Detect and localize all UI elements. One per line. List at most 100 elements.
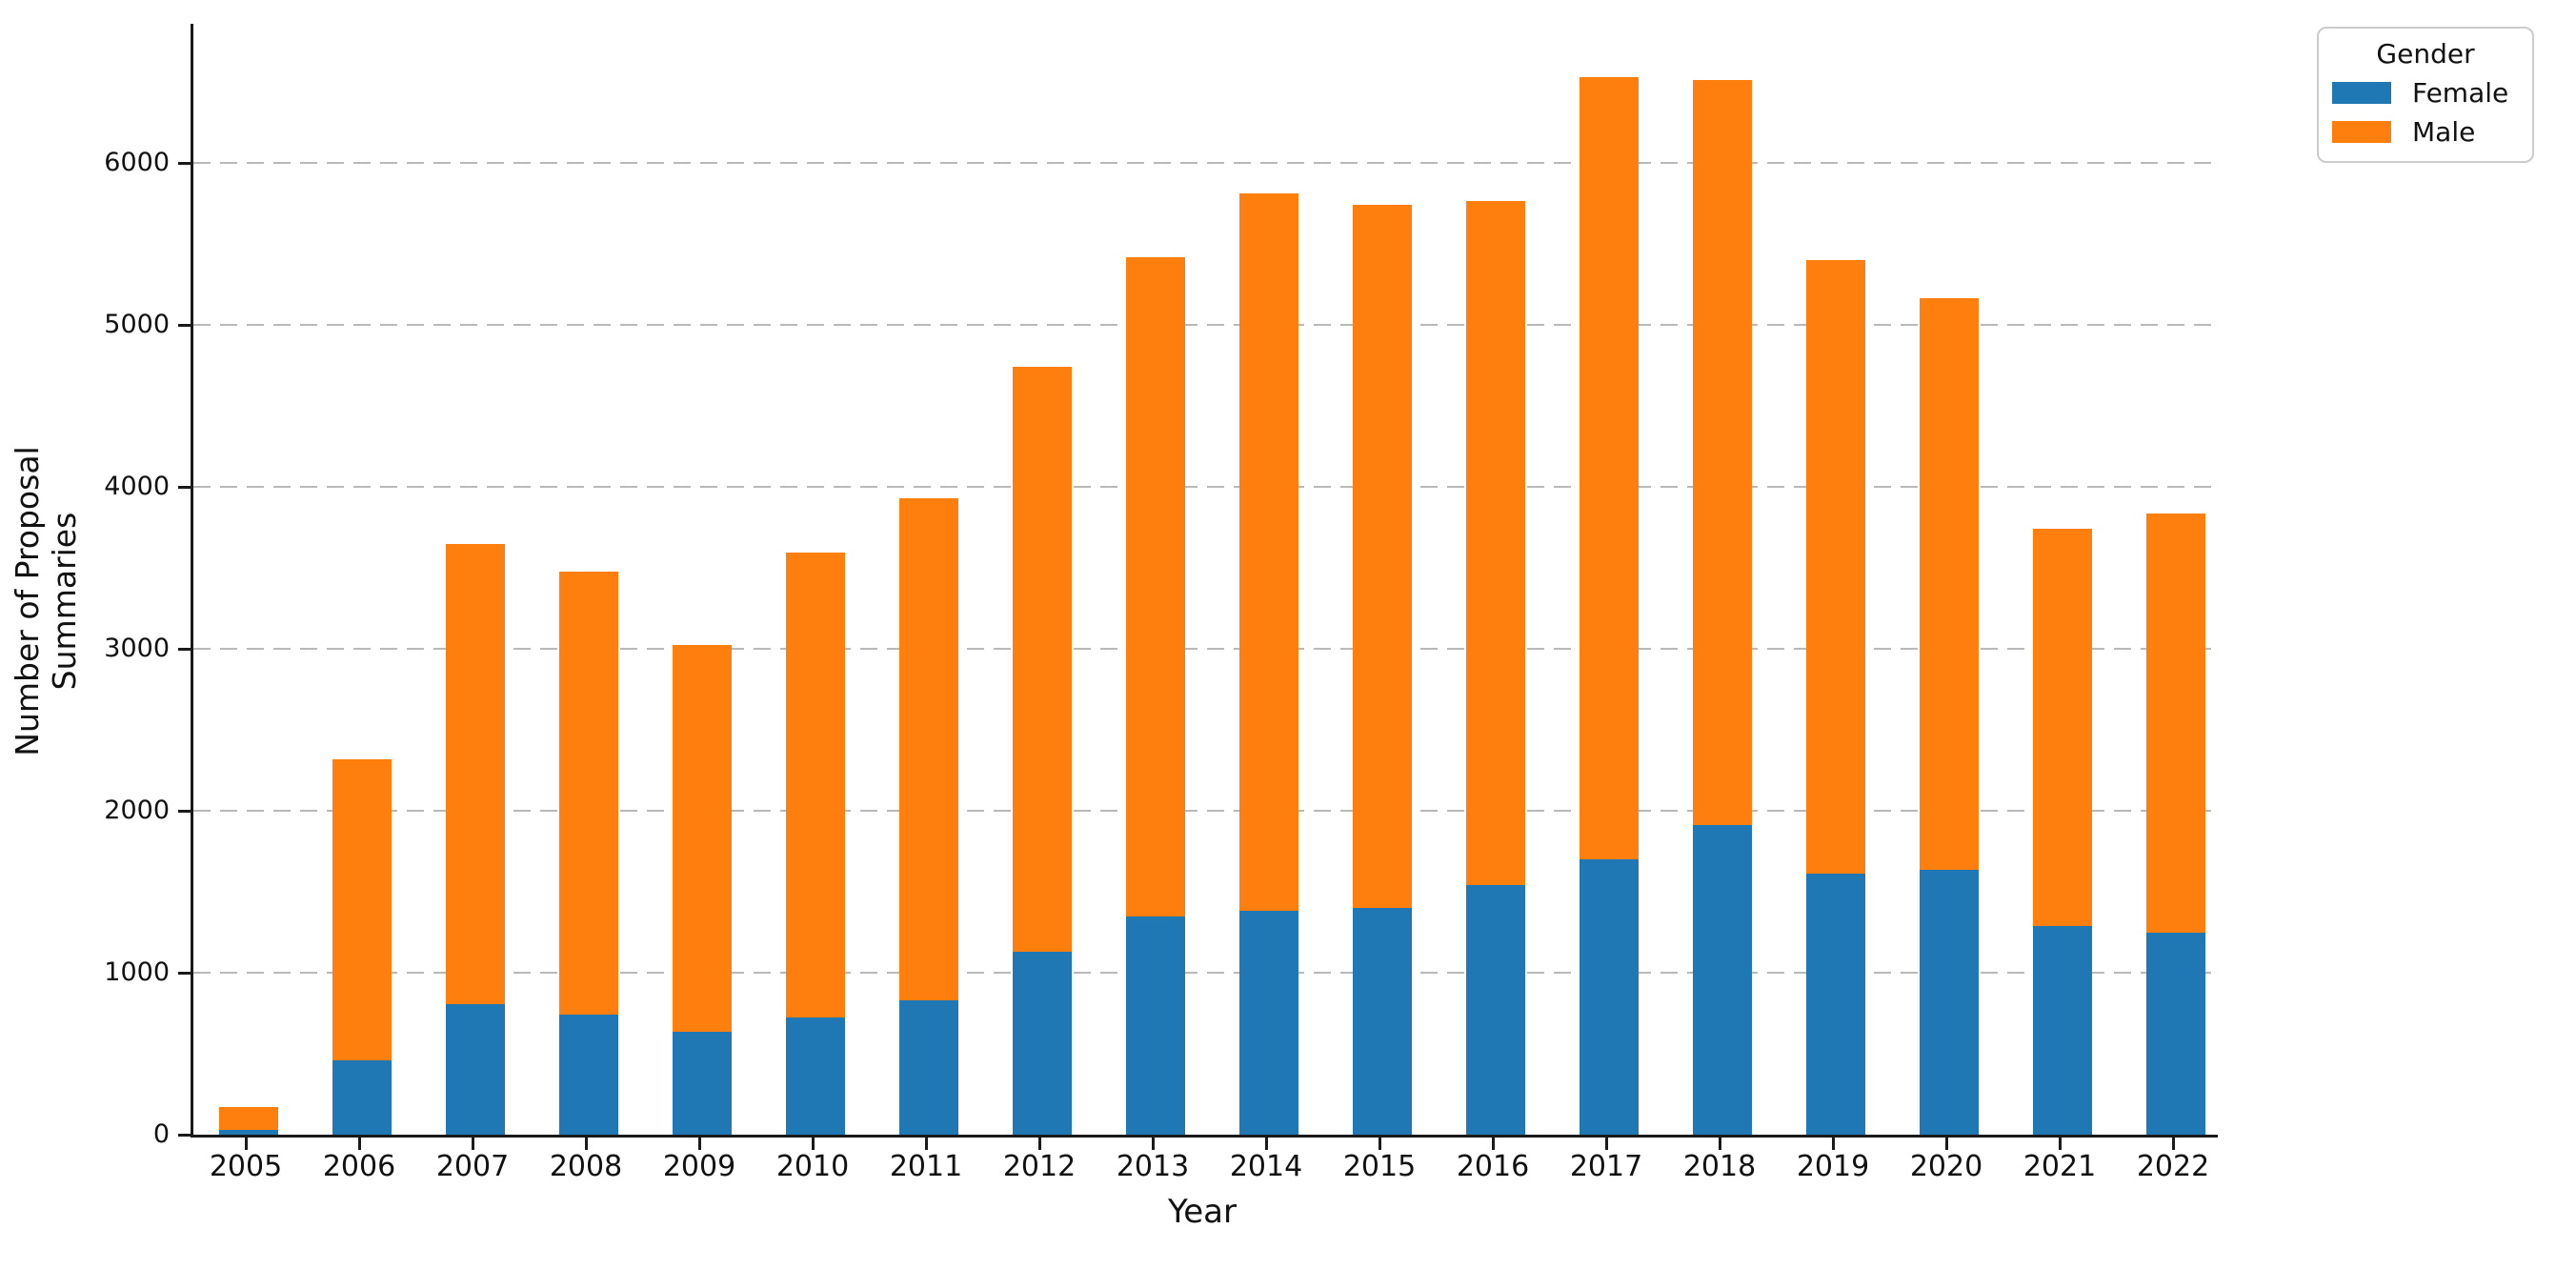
gridline-3000 <box>193 648 2218 651</box>
x-tick-label-2017: 2017 <box>1569 1150 1643 1183</box>
bar-segment-male-2016 <box>1466 201 1525 886</box>
bar-group-2006 <box>332 758 392 1135</box>
bar-segment-female-2012 <box>1013 951 1072 1135</box>
x-tick-label-2010: 2010 <box>775 1150 850 1183</box>
y-tick-label: 3000 <box>104 634 170 664</box>
bar-segment-female-2011 <box>899 999 958 1135</box>
gridline-6000 <box>193 162 2218 165</box>
x-tick-mark <box>358 1138 361 1150</box>
bar-segment-male-2010 <box>786 552 845 1017</box>
bar-segment-female-2019 <box>1806 873 1865 1135</box>
bar-group-2005 <box>219 1107 278 1135</box>
x-tick-label-2016: 2016 <box>1456 1150 1530 1183</box>
gridline-1000 <box>193 972 2218 975</box>
bar-segment-male-2009 <box>673 644 732 1033</box>
gridline-4000 <box>193 486 2218 489</box>
bar-segment-female-2010 <box>786 1017 845 1135</box>
legend-label-female: Female <box>2412 77 2509 109</box>
bar-group-2007 <box>446 543 505 1135</box>
x-tick-label-2007: 2007 <box>435 1150 510 1183</box>
y-tick-label: 5000 <box>104 310 170 340</box>
x-tick-label-2006: 2006 <box>322 1150 396 1183</box>
bar-group-2022 <box>2146 514 2205 1135</box>
x-tick-mark <box>925 1138 928 1150</box>
bar-group-2017 <box>1580 77 1639 1135</box>
gridline-2000 <box>193 810 2218 813</box>
x-tick-label-2013: 2013 <box>1116 1150 1190 1183</box>
bar-group-2016 <box>1466 201 1525 1135</box>
bar-segment-male-2007 <box>446 543 505 1005</box>
bar-group-2020 <box>1920 298 1979 1135</box>
bar-segment-female-2021 <box>2033 925 2092 1135</box>
bar-group-2014 <box>1239 192 1298 1135</box>
bar-segment-male-2014 <box>1239 192 1298 912</box>
bar-group-2010 <box>786 552 845 1135</box>
y-axis-label: Number of Proposal Summaries <box>9 446 83 756</box>
x-axis-label: Year <box>1168 1193 1237 1231</box>
legend-swatch-male-icon <box>2332 121 2391 143</box>
x-tick-mark <box>585 1138 588 1150</box>
x-tick-label-2008: 2008 <box>549 1150 623 1183</box>
bar-group-2015 <box>1353 205 1412 1135</box>
legend-item-male: Male <box>2332 116 2519 148</box>
bar-segment-male-2015 <box>1353 205 1412 909</box>
bar-group-2009 <box>673 644 732 1135</box>
x-tick-label-2020: 2020 <box>1909 1150 1983 1183</box>
bar-group-2018 <box>1693 79 1752 1135</box>
bar-segment-female-2016 <box>1466 885 1525 1135</box>
bar-segment-female-2005 <box>219 1129 278 1135</box>
x-tick-label-2009: 2009 <box>662 1150 736 1183</box>
x-tick-mark <box>2059 1138 2062 1150</box>
bar-segment-female-2013 <box>1126 916 1185 1135</box>
bar-group-2019 <box>1806 260 1865 1135</box>
x-tick-mark <box>1605 1138 1608 1150</box>
bar-segment-male-2020 <box>1920 298 1979 871</box>
y-tick-mark <box>178 648 191 652</box>
y-tick-label: 0 <box>152 1119 170 1149</box>
x-tick-label-2014: 2014 <box>1229 1150 1303 1183</box>
legend-label-male: Male <box>2412 116 2476 148</box>
x-tick-mark <box>1832 1138 1835 1150</box>
y-tick-label: 2000 <box>104 796 170 826</box>
bar-segment-female-2020 <box>1920 870 1979 1135</box>
bar-segment-male-2017 <box>1580 77 1639 860</box>
x-tick-mark <box>1038 1138 1041 1150</box>
y-tick-label: 1000 <box>104 957 170 988</box>
x-tick-label-2015: 2015 <box>1342 1150 1417 1183</box>
x-tick-mark <box>472 1138 474 1150</box>
gridline-5000 <box>193 324 2218 327</box>
bar-segment-male-2022 <box>2146 514 2205 933</box>
x-tick-label-2022: 2022 <box>2136 1150 2210 1183</box>
bar-group-2012 <box>1013 366 1072 1135</box>
bar-segment-female-2006 <box>332 1059 392 1135</box>
x-tick-label-2012: 2012 <box>1002 1150 1077 1183</box>
bar-segment-male-2008 <box>559 571 618 1016</box>
x-tick-mark <box>1152 1138 1155 1150</box>
bar-segment-male-2011 <box>899 498 958 1000</box>
legend-item-female: Female <box>2332 77 2519 109</box>
legend-swatch-female-icon <box>2332 82 2391 104</box>
y-tick-mark <box>178 810 191 814</box>
y-tick-mark <box>178 324 191 328</box>
legend: Gender Female Male <box>2317 27 2534 163</box>
bar-segment-male-2019 <box>1806 260 1865 874</box>
y-tick-label: 6000 <box>104 148 170 178</box>
bar-segment-male-2006 <box>332 758 392 1060</box>
bar-segment-female-2018 <box>1693 825 1752 1135</box>
y-tick-mark <box>178 1134 191 1137</box>
x-tick-label-2011: 2011 <box>889 1150 963 1183</box>
bar-segment-female-2017 <box>1580 859 1639 1135</box>
x-tick-mark <box>1265 1138 1268 1150</box>
bar-group-2013 <box>1126 256 1185 1135</box>
x-tick-mark <box>1719 1138 1721 1150</box>
x-tick-mark <box>1945 1138 1948 1150</box>
y-tick-mark <box>178 972 191 976</box>
bar-group-2008 <box>559 571 618 1135</box>
y-tick-label: 4000 <box>104 472 170 502</box>
bar-segment-male-2021 <box>2033 529 2092 926</box>
x-tick-mark <box>2172 1138 2175 1150</box>
bar-segment-female-2014 <box>1239 911 1298 1135</box>
x-tick-mark <box>698 1138 701 1150</box>
plot-area <box>191 24 2218 1138</box>
bar-segment-female-2007 <box>446 1004 505 1135</box>
